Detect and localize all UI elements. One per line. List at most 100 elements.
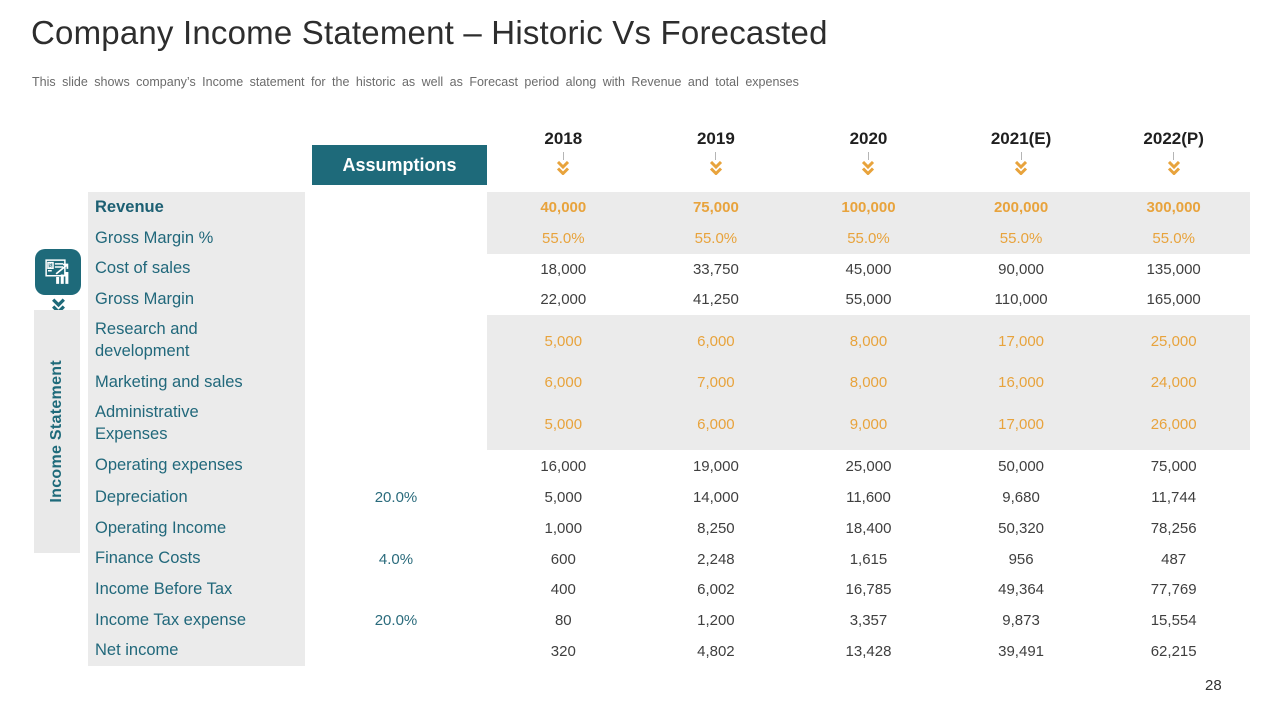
row-label: Income Before Tax xyxy=(95,579,233,598)
value-cell: 75,000 xyxy=(1097,450,1250,482)
year-header-row: 2018 2019 2020 2021(E) 2022(P) xyxy=(487,129,1250,176)
value-cell: 78,256 xyxy=(1097,513,1250,544)
value-cell: 75,000 xyxy=(639,192,793,223)
connector-line xyxy=(562,152,564,160)
value-cell: 8,000 xyxy=(792,315,945,367)
assumption-cell xyxy=(305,636,487,666)
row-label: Cost of sales xyxy=(95,259,191,278)
income-statement-sidebar: Income Statement xyxy=(34,310,80,553)
row-label-cell: Operating expenses xyxy=(88,450,305,482)
value-cell: 17,000 xyxy=(944,315,1098,367)
value-cell: 40,000 xyxy=(487,192,640,223)
assumption-cell: 20.0% xyxy=(305,482,487,513)
value-cell: 18,400 xyxy=(792,513,945,544)
table-row: Research and development 5,000 6,000 8,000 1… xyxy=(88,315,1250,367)
value-cell: 25,000 xyxy=(1097,315,1250,367)
connector-line xyxy=(1020,152,1022,160)
value-cell: 33,750 xyxy=(639,254,793,284)
table-row: Operating Income 1,000 8,250 18,400 50,320 78… xyxy=(88,513,1250,544)
value-cell: 26,000 xyxy=(1097,398,1250,450)
value-cell: 62,215 xyxy=(1097,636,1250,666)
row-label-cell: Gross Margin xyxy=(88,284,305,315)
row-label-cell: Income Tax expense xyxy=(88,605,305,636)
row-label-cell: Research and development xyxy=(88,315,305,367)
value-cell: 1,000 xyxy=(487,513,640,544)
row-label: Administrative Expenses xyxy=(95,403,199,443)
value-cell: 2,248 xyxy=(639,544,793,574)
value-cell: 22,000 xyxy=(487,284,640,315)
value-cell: 25,000 xyxy=(792,450,945,482)
value-cell: 320 xyxy=(487,636,640,666)
value-cell: 11,744 xyxy=(1097,482,1250,513)
value-cell: 6,000 xyxy=(639,398,793,450)
page-subtitle: This slide shows company’s Income statem… xyxy=(32,75,799,89)
row-label-cell: Depreciation xyxy=(88,482,305,513)
value-cell: 6,002 xyxy=(639,574,793,605)
value-cell: 18,000 xyxy=(487,254,640,284)
page-number: 28 xyxy=(1205,677,1222,694)
value-cell: 50,320 xyxy=(944,513,1098,544)
row-label: Marketing and sales xyxy=(95,372,243,391)
assumption-cell: 20.0% xyxy=(305,605,487,636)
value-cell: 487 xyxy=(1097,544,1250,574)
value-cell: 8,250 xyxy=(639,513,793,544)
year-label: 2018 xyxy=(544,129,583,148)
value-cell: 13,428 xyxy=(792,636,945,666)
year-column-header: 2022(P) xyxy=(1097,129,1250,176)
value-cell: 1,615 xyxy=(792,544,945,574)
assumption-cell xyxy=(305,450,487,482)
value-cell: 41,250 xyxy=(639,284,793,315)
assumption-cell xyxy=(305,223,487,254)
chevron-down-icon xyxy=(861,160,875,176)
row-label: Finance Costs xyxy=(95,549,201,568)
value-cell: 49,364 xyxy=(944,574,1098,605)
value-cell: 45,000 xyxy=(792,254,945,284)
row-label-cell: Gross Margin % xyxy=(88,223,305,254)
row-label-cell: Finance Costs xyxy=(88,544,305,574)
table-row: Depreciation 20.0% 5,000 14,000 11,600 9,680 1… xyxy=(88,482,1250,513)
value-cell: 80 xyxy=(487,605,640,636)
value-cell: 600 xyxy=(487,544,640,574)
value-cell: 9,680 xyxy=(944,482,1098,513)
value-cell: 100,000 xyxy=(792,192,945,223)
chevron-down-icon xyxy=(1167,160,1181,176)
value-cell: 1,200 xyxy=(639,605,793,636)
value-cell: 5,000 xyxy=(487,398,640,450)
value-cell: 14,000 xyxy=(639,482,793,513)
table-row: Marketing and sales 6,000 7,000 8,000 16,000… xyxy=(88,367,1250,398)
value-cell: 17,000 xyxy=(944,398,1098,450)
assumption-cell xyxy=(305,192,487,223)
value-cell: 11,600 xyxy=(792,482,945,513)
value-cell: 90,000 xyxy=(944,254,1098,284)
row-label: Depreciation xyxy=(95,487,188,506)
table-row: Gross Margin % 55.0% 55.0% 55.0% 55.0% 55.0% xyxy=(88,223,1250,254)
value-cell: 39,491 xyxy=(944,636,1098,666)
table-row: Gross Margin 22,000 41,250 55,000 110,000 165… xyxy=(88,284,1250,315)
row-label: Revenue xyxy=(95,197,164,216)
year-column-header: 2018 xyxy=(487,129,640,176)
connector-line xyxy=(867,152,869,160)
assumption-cell xyxy=(305,284,487,315)
table-row: Income Tax expense 20.0% 80 1,200 3,357 9,873… xyxy=(88,605,1250,636)
assumption-cell: 4.0% xyxy=(305,544,487,574)
value-cell: 4,802 xyxy=(639,636,793,666)
row-label-cell: Marketing and sales xyxy=(88,367,305,398)
financial-statement-icon: $ xyxy=(35,249,81,295)
value-cell: 110,000 xyxy=(944,284,1098,315)
year-label: 2019 xyxy=(696,129,735,148)
value-cell: 15,554 xyxy=(1097,605,1250,636)
row-label: Research and development xyxy=(95,320,198,360)
row-label: Operating expenses xyxy=(95,456,243,475)
value-cell: 16,785 xyxy=(792,574,945,605)
table-row: Income Before Tax 400 6,002 16,785 49,364 77,… xyxy=(88,574,1250,605)
connector-line xyxy=(715,152,717,160)
value-cell: 9,873 xyxy=(944,605,1098,636)
value-cell: 77,769 xyxy=(1097,574,1250,605)
value-cell: 16,000 xyxy=(487,450,640,482)
value-cell: 5,000 xyxy=(487,315,640,367)
value-cell: 200,000 xyxy=(944,192,1098,223)
table-row: Net income 320 4,802 13,428 39,491 62,215 xyxy=(88,636,1250,666)
value-cell: 300,000 xyxy=(1097,192,1250,223)
table-row: Finance Costs 4.0% 600 2,248 1,615 956 487 xyxy=(88,544,1250,574)
chevron-down-icon xyxy=(556,160,570,176)
